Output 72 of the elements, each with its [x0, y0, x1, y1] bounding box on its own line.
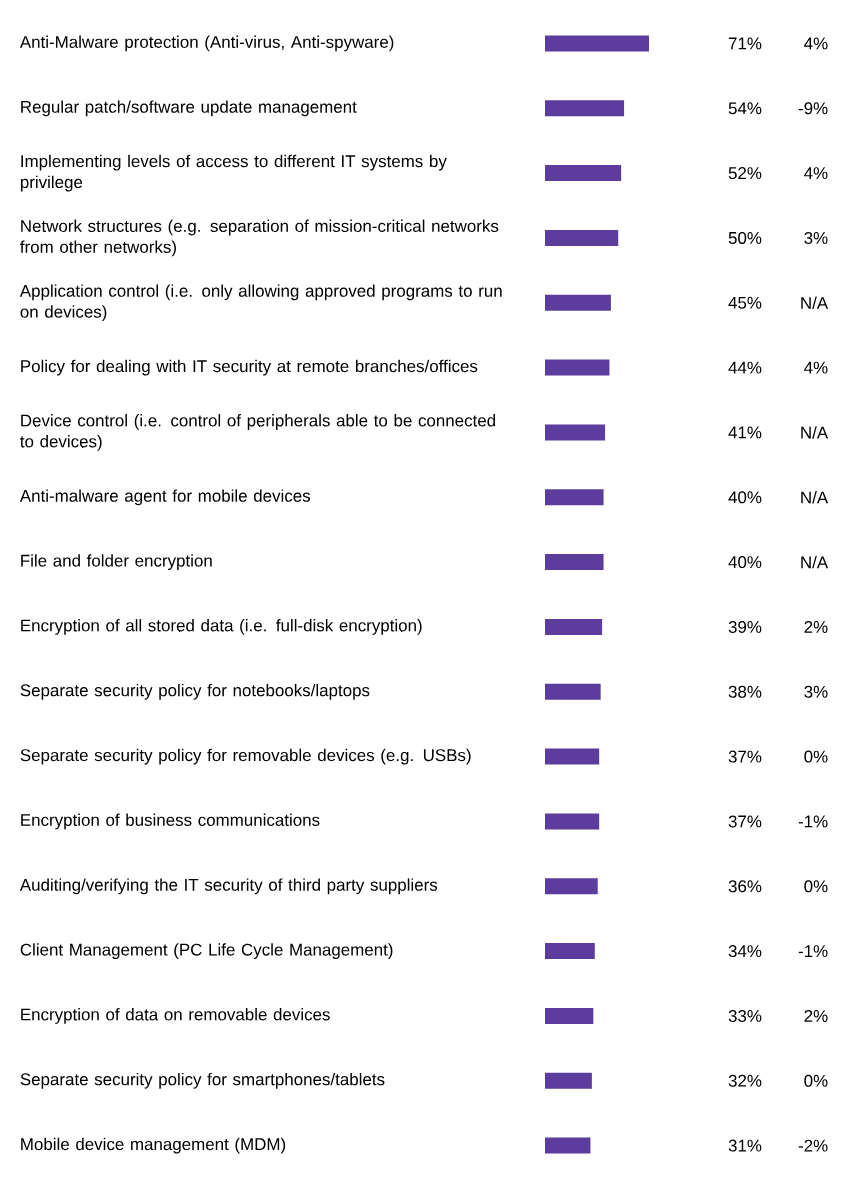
- text: 4%: [804, 361, 828, 374]
- data-label: 52%: [728, 167, 762, 180]
- text: -1%: [798, 815, 828, 828]
- y-tick-label: Separate security policy for smartphones/tablets: [20, 1072, 385, 1089]
- text: N/A: [801, 555, 829, 569]
- y-tick-label: Auditing/verifying the IT security of third party suppliers: [19, 878, 438, 895]
- text: 0%: [804, 750, 828, 763]
- bar: [544, 683, 601, 700]
- bar: [544, 618, 603, 635]
- data-label: 34%: [728, 945, 762, 958]
- bar: [544, 359, 610, 376]
- bar: [544, 1137, 591, 1154]
- data-label: 41%: [728, 426, 762, 439]
- y-tick-label: Client Management (PC Life Cycle Management): [20, 943, 393, 960]
- text: 4%: [804, 167, 828, 180]
- y-tick-label: Network structures (e.g. separation of mission-critical networks from other networks): [20, 219, 499, 257]
- data-label: 39%: [728, 620, 762, 633]
- data-label: 40%: [728, 556, 762, 569]
- text: 0%: [804, 1074, 828, 1087]
- bar: [544, 943, 595, 960]
- y-tick-label: Implementing levels of access to different IT systems by privilege: [20, 154, 447, 192]
- bar: [544, 748, 600, 765]
- y-tick-label: Anti-Malware protection (Anti-virus, Anti-spyware): [19, 35, 394, 52]
- data-label: 33%: [728, 1009, 762, 1022]
- bar: [544, 424, 606, 441]
- bar: [544, 1072, 592, 1089]
- y-tick-label: Application control (i.e. only allowing approved programs to run on devices): [19, 284, 502, 322]
- y-tick-label: File and folder encryption: [21, 554, 212, 571]
- data-label: 31%: [728, 1139, 762, 1152]
- data-label: 44%: [728, 361, 762, 374]
- bar: [544, 1007, 594, 1024]
- bar: [544, 165, 622, 182]
- bar: [544, 100, 625, 117]
- bar: [544, 35, 649, 52]
- y-tick-label: Regular patch/software update management: [21, 100, 357, 117]
- y-tick-label: Anti-malware agent for mobile devices: [19, 489, 311, 506]
- text: 2%: [804, 620, 828, 633]
- text: N/A: [801, 296, 829, 309]
- data-label: 36%: [728, 880, 762, 893]
- y-tick-label: Policy for dealing with IT security at remote branches/offices: [21, 359, 478, 376]
- data-label: 54%: [728, 102, 762, 115]
- data-label: 32%: [728, 1074, 762, 1087]
- y-tick-label: Encryption of data on removable devices: [21, 1008, 330, 1024]
- text: 0%: [804, 880, 828, 893]
- bar: [544, 813, 600, 830]
- y-tick-label: Encryption of all stored data (i.e. full-disk encryption): [21, 619, 422, 635]
- data-label: 40%: [728, 491, 762, 504]
- data-label: 45%: [728, 296, 762, 309]
- text: N/A: [801, 491, 829, 504]
- text: 2%: [804, 1009, 828, 1022]
- y-tick-label: Separate security policy for notebooks/laptops: [20, 683, 370, 700]
- data-label: 37%: [728, 815, 762, 828]
- data-label: 71%: [728, 37, 762, 50]
- bar: [544, 554, 604, 571]
- text: 3%: [804, 685, 828, 698]
- bar: [544, 294, 611, 311]
- data-label: 38%: [728, 685, 762, 698]
- y-tick-label: Encryption of business communications: [21, 813, 320, 830]
- y-tick-label: Device control (i.e. control of peripherals able to be connected to devices): [20, 414, 496, 451]
- text: -2%: [798, 1139, 828, 1152]
- text: -1%: [798, 945, 828, 958]
- bar: [544, 489, 604, 506]
- data-label: 50%: [728, 231, 762, 244]
- text: 4%: [804, 37, 828, 50]
- data-label: 37%: [728, 750, 762, 763]
- bar: [544, 229, 619, 246]
- bar: [544, 878, 598, 895]
- text: 3%: [804, 231, 828, 244]
- text: N/A: [801, 426, 829, 439]
- y-tick-label: Separate security policy for removable devices (e.g. USBs): [20, 748, 471, 765]
- y-tick-label: Mobile device management (MDM): [21, 1137, 286, 1154]
- text: -9%: [798, 102, 828, 115]
